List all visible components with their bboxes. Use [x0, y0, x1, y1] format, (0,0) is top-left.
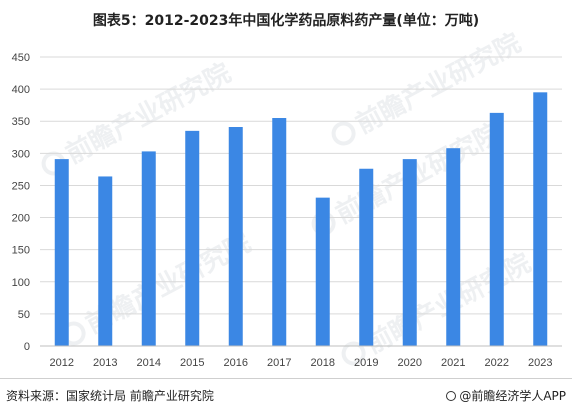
x-tick-label: 2016: [224, 357, 248, 369]
bar: [272, 118, 287, 346]
axes: 0 50 100 150 200 250 300 350 400 450 2012 2013 2014 2…: [12, 52, 562, 369]
bar: [228, 127, 243, 346]
at-icon: [446, 391, 457, 401]
bar: [359, 168, 374, 346]
y-tick-label: 400: [12, 84, 30, 96]
bar: [315, 197, 330, 346]
source-footer: 资料来源：国家统计局 前瞻产业研究院 @前瞻经济学人APP: [0, 378, 572, 415]
x-tick-label: 2017: [267, 357, 291, 369]
x-tick-label: 2021: [441, 357, 465, 369]
bar-chart: 0 50 100 150 200 250 300 350 400 450 2012 2013 2014 2…: [12, 52, 562, 369]
x-tick-label: 2018: [311, 357, 335, 369]
bar: [54, 159, 69, 346]
chart-title: 图表5：2012-2023年中国化学药品原料药产量(单位：万吨): [92, 13, 480, 29]
x-tick-label: 2019: [354, 357, 378, 369]
y-tick-label: 50: [18, 309, 30, 321]
x-tick-label: 2022: [485, 357, 509, 369]
bar: [533, 92, 548, 346]
bar: [446, 148, 461, 346]
bar: [185, 130, 200, 346]
bar: [98, 176, 113, 346]
x-tick-label: 2023: [528, 357, 552, 369]
y-tick-label: 450: [12, 52, 30, 64]
x-tick-label: 2015: [180, 357, 204, 369]
y-tick-label: 250: [12, 180, 30, 192]
y-tick-label: 350: [12, 116, 30, 128]
y-tick-label: 100: [12, 277, 30, 289]
y-tick-label: 200: [12, 213, 30, 225]
bar: [141, 151, 156, 346]
bars: [54, 92, 548, 346]
source-text: 资料来源：国家统计局 前瞻产业研究院: [6, 389, 214, 403]
brand-credit: @前瞻经济学人APP: [446, 387, 566, 404]
bar: [402, 159, 417, 346]
x-tick-label: 2014: [137, 357, 161, 369]
x-tick-label: 2013: [93, 357, 117, 369]
bar: [489, 112, 504, 346]
y-tick-label: 300: [12, 148, 30, 160]
y-tick-label: 0: [24, 341, 30, 353]
gridlines: [40, 56, 562, 315]
brand-text: @前瞻经济学人APP: [459, 389, 566, 403]
x-tick-label: 2012: [50, 357, 74, 369]
x-tick-label: 2020: [398, 357, 422, 369]
y-tick-label: 150: [12, 245, 30, 257]
